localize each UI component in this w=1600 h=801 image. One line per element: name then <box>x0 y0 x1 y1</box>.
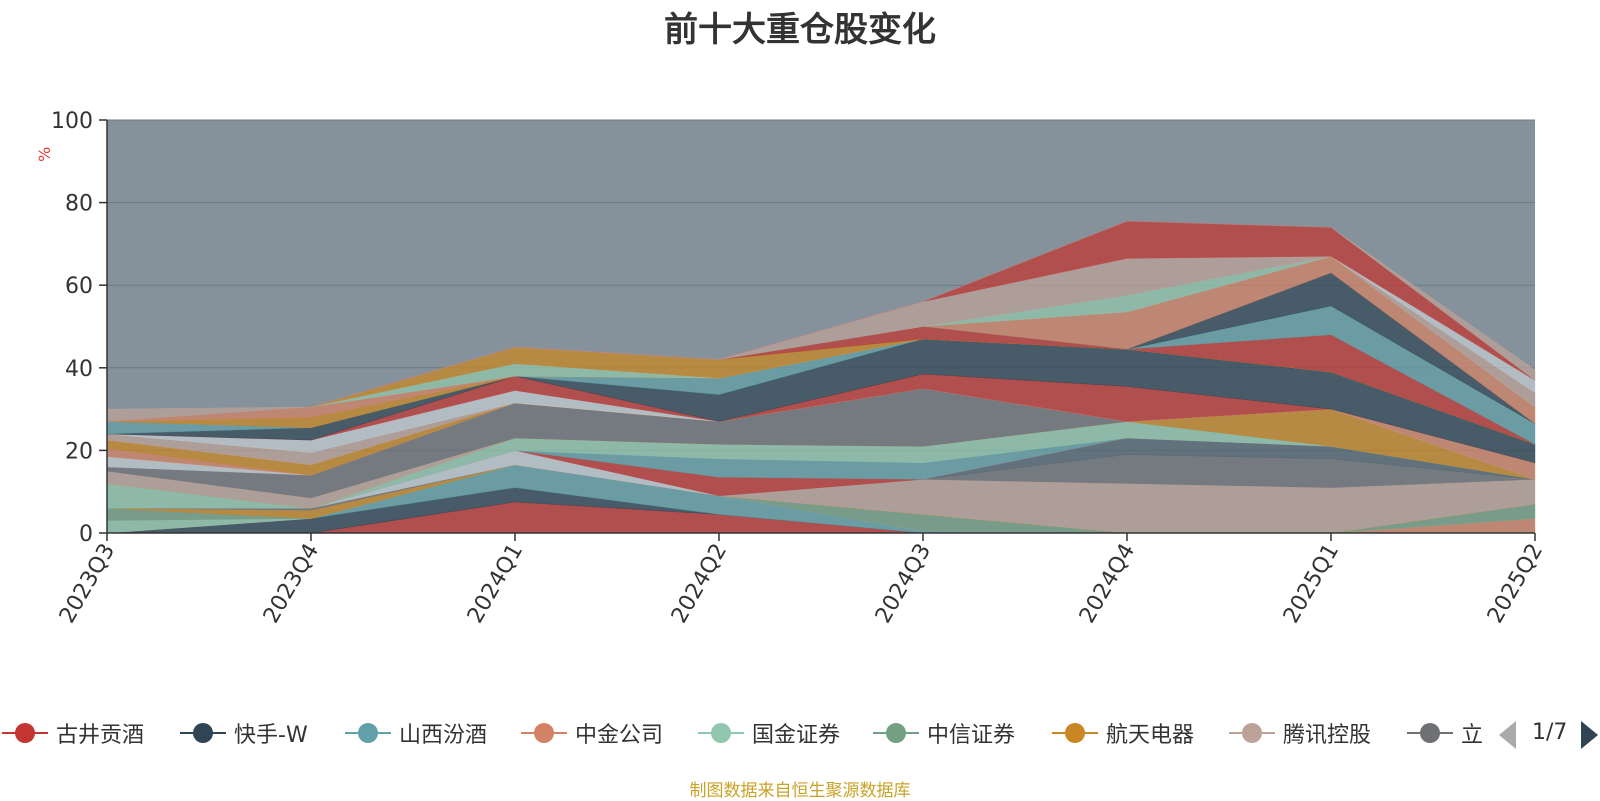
x-tick-label: 2025Q1 <box>1279 540 1344 628</box>
y-tick-label: 0 <box>79 522 93 547</box>
x-tick-label: 2023Q4 <box>259 540 324 628</box>
legend-item[interactable]: 腾讯控股 <box>1227 715 1371 751</box>
legend-next-icon[interactable] <box>1578 718 1600 752</box>
y-tick-label: 40 <box>65 357 93 382</box>
legend-marker-icon <box>1229 723 1275 743</box>
legend-prev-icon[interactable] <box>1496 718 1520 752</box>
legend-marker-icon <box>1407 723 1453 743</box>
legend-marker-icon <box>521 723 567 743</box>
legend-item[interactable]: 航天电器 <box>1050 715 1194 751</box>
legend-label: 国金证券 <box>752 723 841 748</box>
y-tick-label: 20 <box>65 439 93 464</box>
legend-page-indicator: 1/7 <box>1532 720 1568 745</box>
chart-title: 前十大重仓股变化 <box>664 10 936 50</box>
x-tick-label: 2024Q1 <box>463 540 528 628</box>
legend-item[interactable]: 中金公司 <box>519 715 663 751</box>
legend-item[interactable]: 国金证券 <box>696 715 840 751</box>
legend-label: 中信证券 <box>927 723 1016 748</box>
legend-label: 中金公司 <box>575 723 664 748</box>
legend-marker-icon <box>2 723 48 743</box>
legend-label: 航天电器 <box>1106 723 1195 748</box>
legend-marker-icon <box>698 723 744 743</box>
legend: 古井贡酒 快手-W 山西汾酒 中金公司 国金证券 中信证券 航天电器 腾讯控股 立 <box>0 715 1600 755</box>
legend-label: 山西汾酒 <box>399 723 488 748</box>
legend-label: 快手-W <box>234 723 308 748</box>
x-tick-label: 2024Q4 <box>1075 540 1140 628</box>
area-series-39 <box>106 220 1536 422</box>
legend-label: 腾讯控股 <box>1283 723 1372 748</box>
y-axis-unit: % <box>35 147 54 162</box>
x-tick-label: 2024Q2 <box>667 540 732 628</box>
legend-marker-icon <box>1052 723 1098 743</box>
legend-pager: 1/7 <box>1498 718 1600 752</box>
legend-item[interactable]: 中信证券 <box>871 715 1015 751</box>
legend-item[interactable]: 快手-W <box>178 715 308 751</box>
x-tick-label: 2025Q2 <box>1483 540 1548 628</box>
legend-label: 立 <box>1461 723 1484 748</box>
y-tick-label: 60 <box>65 274 93 299</box>
legend-marker-icon <box>180 723 226 743</box>
legend-item[interactable]: 古井贡酒 <box>0 715 144 751</box>
legend-marker-icon <box>873 723 919 743</box>
legend-label: 古井贡酒 <box>56 723 145 748</box>
legend-marker-icon <box>345 723 391 743</box>
y-tick-label: 100 <box>51 109 93 134</box>
x-tick-label: 2024Q3 <box>871 540 936 628</box>
legend-item[interactable]: 山西汾酒 <box>343 715 487 751</box>
y-tick-label: 80 <box>65 192 93 217</box>
data-source-note: 制图数据来自恒生聚源数据库 <box>689 781 911 801</box>
legend-item[interactable]: 立 <box>1405 715 1483 751</box>
stacked-area-chart: 0 20 40 60 80 100 2023Q3 2023Q4 2024Q1 2024Q2 2024… <box>35 109 1548 628</box>
x-tick-label: 2023Q3 <box>55 540 120 628</box>
